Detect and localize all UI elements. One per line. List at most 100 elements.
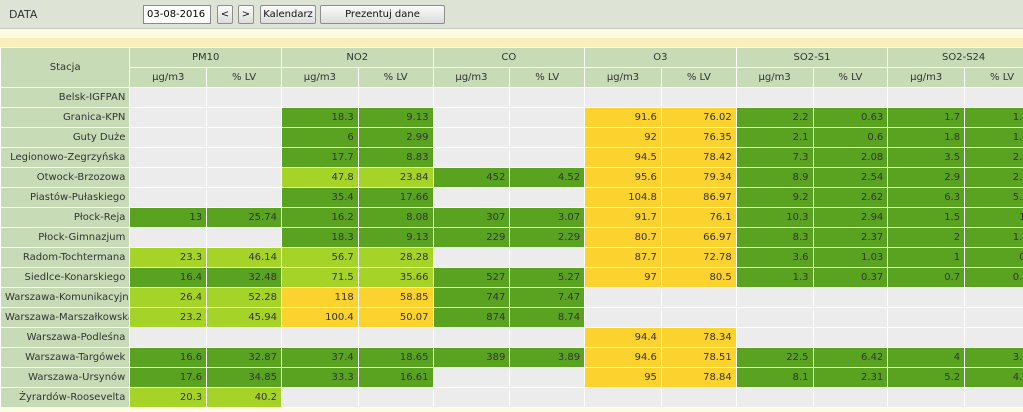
next-day-button[interactable]: > — [238, 5, 254, 24]
unit-header: µg/m3 — [280, 67, 359, 88]
percent-lv-cell: 1.35 — [964, 107, 1023, 128]
percent-lv-cell: 28.28 — [357, 247, 434, 268]
percent-lv-cell — [660, 307, 737, 328]
concentration-cell — [129, 327, 208, 348]
percent-lv-cell — [206, 187, 282, 208]
percent-lv-cell: 4.52 — [509, 167, 586, 188]
percent-lv-cell — [509, 187, 586, 208]
percent-lv-cell: 78.51 — [660, 347, 737, 368]
pollutant-header: PM10 — [129, 47, 282, 68]
percent-lv-cell: 8.83 — [357, 147, 434, 168]
concentration-cell: 1 — [887, 247, 966, 268]
percent-lv-header: % LV — [357, 67, 434, 88]
concentration-cell — [887, 287, 966, 308]
concentration-cell: 95 — [584, 367, 662, 388]
concentration-cell — [129, 107, 208, 128]
percent-lv-cell: 8.74 — [509, 307, 586, 328]
concentration-cell: 91.7 — [584, 207, 662, 228]
table-row: Otwock-Brzozowa 47.8 23.84 452 4.52 95.6 79.34… — [0, 167, 1023, 188]
concentration-cell — [432, 107, 511, 128]
concentration-cell — [584, 287, 662, 308]
percent-lv-cell — [206, 227, 282, 248]
concentration-cell: 0.7 — [887, 267, 966, 288]
percent-lv-header: % LV — [206, 67, 282, 88]
date-input[interactable] — [143, 5, 211, 24]
station-name: Legionowo-Zegrzyńska — [0, 147, 131, 168]
percent-lv-cell: 5.27 — [509, 267, 586, 288]
table-row: Warszawa-Podleśna 94.4 78.34 — [0, 327, 1023, 348]
station-name: Płock-Reja — [0, 207, 131, 228]
concentration-cell — [129, 147, 208, 168]
concentration-cell — [129, 87, 208, 108]
percent-lv-cell — [357, 327, 434, 348]
percent-lv-cell — [964, 387, 1023, 408]
concentration-cell: 56.7 — [280, 247, 359, 268]
concentration-cell: 37.4 — [280, 347, 359, 368]
percent-lv-cell: 17.66 — [357, 187, 434, 208]
concentration-cell: 26.4 — [129, 287, 208, 308]
concentration-cell — [735, 287, 814, 308]
concentration-cell: 17.6 — [129, 367, 208, 388]
percent-lv-cell: 23.84 — [357, 167, 434, 188]
concentration-cell: 2 — [887, 227, 966, 248]
concentration-cell — [432, 127, 511, 148]
concentration-cell — [887, 387, 966, 408]
concentration-cell: 7.3 — [735, 147, 814, 168]
concentration-cell — [280, 327, 359, 348]
percent-lv-cell: 1.43 — [964, 127, 1023, 148]
percent-lv-cell: 78.42 — [660, 147, 737, 168]
concentration-cell: 1.7 — [887, 107, 966, 128]
concentration-cell: 47.8 — [280, 167, 359, 188]
concentration-cell: 8.1 — [735, 367, 814, 388]
concentration-cell — [280, 87, 359, 108]
concentration-cell: 87.7 — [584, 247, 662, 268]
percent-lv-cell: 79.34 — [660, 167, 737, 188]
table-row: Płock-Reja 13 25.74 16.2 8.08 307 3.07 91.7 76.1… — [0, 207, 1023, 228]
concentration-cell: 4 — [887, 347, 966, 368]
concentration-cell — [129, 127, 208, 148]
concentration-cell: 389 — [432, 347, 511, 368]
pollutant-header: SO2-S24 — [887, 47, 1023, 68]
concentration-cell — [280, 387, 359, 408]
percent-lv-cell: 0.63 — [812, 107, 889, 128]
concentration-cell: 2.1 — [735, 127, 814, 148]
percent-lv-cell: 32.48 — [206, 267, 282, 288]
percent-lv-cell — [206, 147, 282, 168]
station-name: Żyrardów-Roosevelta — [0, 387, 131, 408]
concentration-cell: 229 — [432, 227, 511, 248]
percent-lv-cell — [964, 87, 1023, 108]
previous-day-button[interactable]: < — [217, 5, 233, 24]
percent-lv-cell: 58.85 — [357, 287, 434, 308]
percent-lv-cell — [357, 87, 434, 108]
calendar-button[interactable]: Kalendarz — [260, 5, 316, 24]
concentration-cell: 100.4 — [280, 307, 359, 328]
station-name: Guty Duże — [0, 127, 131, 148]
percent-lv-cell: 7.47 — [509, 287, 586, 308]
percent-lv-cell: 80.5 — [660, 267, 737, 288]
percent-lv-cell: 40.2 — [206, 387, 282, 408]
percent-lv-cell: 2.54 — [812, 167, 889, 188]
percent-lv-cell: 0.56 — [964, 267, 1023, 288]
percent-lv-cell — [964, 287, 1023, 308]
concentration-cell: 16.2 — [280, 207, 359, 228]
percent-lv-cell: 76.1 — [660, 207, 737, 228]
percent-lv-cell — [206, 327, 282, 348]
percent-lv-cell: 5.02 — [964, 187, 1023, 208]
concentration-cell: 1.3 — [735, 267, 814, 288]
percent-lv-cell: 34.85 — [206, 367, 282, 388]
percent-lv-cell: 2.99 — [357, 127, 434, 148]
percent-lv-cell — [660, 287, 737, 308]
station-name: Warszawa-Podleśna — [0, 327, 131, 348]
show-data-button[interactable]: Prezentuj dane — [320, 5, 445, 24]
concentration-cell — [432, 187, 511, 208]
percent-lv-cell — [812, 307, 889, 328]
percent-lv-cell — [812, 87, 889, 108]
concentration-cell — [735, 87, 814, 108]
station-name: Belsk-IGFPAN — [0, 87, 131, 108]
percent-lv-cell: 2.94 — [812, 207, 889, 228]
station-name: Warszawa-Targówek — [0, 347, 131, 368]
table-row: Żyrardów-Roosevelta 20.3 40.2 — [0, 387, 1023, 408]
toolbar: DATA < > Kalendarz Prezentuj dane — [0, 0, 1023, 29]
percent-lv-cell: 1.59 — [964, 227, 1023, 248]
concentration-cell: 33.3 — [280, 367, 359, 388]
